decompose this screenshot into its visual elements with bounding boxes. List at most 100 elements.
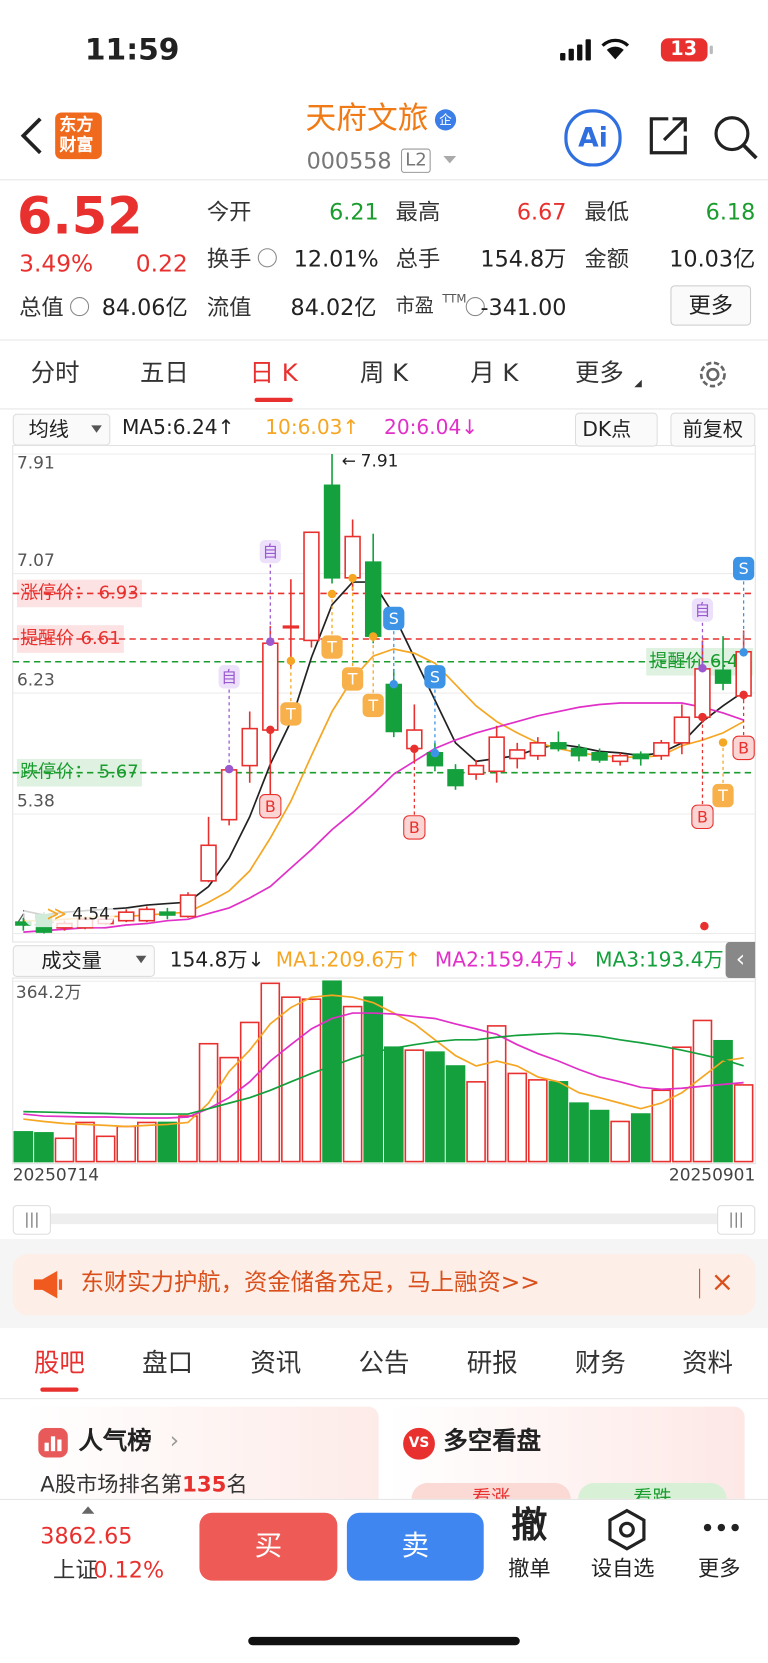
tab[interactable]: 五日: [140, 359, 189, 388]
volume-bar: [260, 982, 281, 1163]
signal-dot: [368, 632, 378, 641]
more-button[interactable]: 更多: [670, 285, 752, 326]
y-tick-label: 7.07: [17, 551, 55, 571]
rank-value: 135: [182, 1471, 227, 1497]
signal-badge: [383, 606, 405, 631]
volume-bar: [239, 1021, 260, 1163]
candle-body: [364, 561, 382, 637]
price-line-label: 提醒价 6.61: [16, 625, 124, 653]
y-tick-label: 364.2万: [16, 983, 82, 1003]
dk-button[interactable]: DK点: [574, 412, 658, 447]
signal-badge: [403, 815, 426, 840]
candle-body: [282, 625, 300, 629]
popularity-card[interactable]: [23, 1406, 379, 1513]
banner-separator: [699, 1268, 701, 1299]
settings-button[interactable]: [696, 357, 730, 391]
signal-badge: [732, 735, 755, 761]
dropdown-arrows: [91, 425, 102, 433]
tab-underline: [40, 1387, 79, 1392]
signal-label: S: [430, 667, 440, 686]
price: 6.52: [16, 186, 143, 247]
tab[interactable]: 周 K: [359, 359, 409, 388]
min-arrow: ≫: [47, 902, 67, 925]
section-tab[interactable]: 盘口: [142, 1348, 194, 1378]
signal-label: B: [697, 807, 708, 826]
volume-bar: [178, 1115, 198, 1163]
banner[interactable]: [12, 1253, 756, 1316]
signal-badge: [280, 702, 302, 726]
scroll-handle[interactable]: |||: [717, 1205, 756, 1235]
buy-button[interactable]: 买: [199, 1512, 338, 1581]
badge: 企: [434, 109, 457, 131]
volume-bar: [281, 996, 301, 1163]
volume-bar: [219, 1056, 239, 1163]
banner-close[interactable]: ×: [710, 1266, 734, 1299]
signal-label: T: [285, 704, 296, 723]
sell-button[interactable]: 卖: [346, 1512, 484, 1581]
change: 0.22: [135, 251, 188, 278]
candle-body: [509, 749, 526, 760]
rank-prefix: A股市场排名第: [40, 1471, 183, 1497]
label-bg: [16, 625, 124, 653]
candle-body: [344, 535, 361, 579]
tab[interactable]: 更多: [574, 359, 624, 388]
collapse-tab[interactable]: ‹: [725, 941, 756, 979]
section-tab[interactable]: 公告: [358, 1348, 410, 1378]
watch-label[interactable]: 设自选: [590, 1555, 655, 1581]
signal-dot: [430, 748, 440, 758]
candle-body: [735, 650, 752, 697]
candle-body: [159, 911, 176, 916]
ma-selector[interactable]: 均线: [12, 413, 111, 446]
more-icon[interactable]: [702, 1519, 740, 1536]
y-tick-label: 7.91: [17, 454, 55, 474]
cancel-icon[interactable]: 撤: [511, 1504, 548, 1547]
clock: 11:59: [84, 31, 180, 67]
scroll-handle[interactable]: |||: [12, 1205, 51, 1235]
candle-body: [591, 752, 608, 761]
signal-dot: [266, 725, 275, 735]
volume-bar: [95, 1135, 116, 1163]
divider: [0, 1398, 768, 1400]
volume-bar: [13, 1131, 34, 1163]
section-tab[interactable]: 研报: [466, 1348, 518, 1378]
tab[interactable]: 月 K: [470, 359, 519, 388]
field-label: 流值: [206, 294, 252, 321]
candle-body: [611, 754, 629, 763]
candle-body: [323, 484, 341, 579]
candle-body: [303, 531, 320, 642]
chevron: ›: [169, 1427, 180, 1455]
adjust-button[interactable]: 前复权: [670, 412, 756, 447]
section-tab[interactable]: 资料: [682, 1348, 734, 1378]
volume-bar: [116, 1125, 137, 1163]
section-tab[interactable]: 股吧: [33, 1348, 85, 1378]
signal-dot: [739, 690, 748, 700]
section-tab[interactable]: 资讯: [250, 1348, 302, 1378]
volume-bar: [672, 1046, 692, 1163]
signal-dot: [327, 589, 337, 599]
banner-text[interactable]: 东财实力护航，资金储备充足，马上融资>>: [80, 1269, 540, 1297]
volume-selector[interactable]: 成交量: [12, 945, 155, 977]
field-sup: TTM: [442, 291, 467, 306]
volume-bar: [157, 1121, 178, 1163]
candle-body: [200, 844, 217, 882]
watch-icon[interactable]: [606, 1508, 648, 1551]
price-line-label: 涨停价： 6.93: [16, 579, 142, 608]
candle-body: [241, 727, 258, 767]
field-label: 总值: [19, 294, 64, 321]
cancel-label[interactable]: 撤单: [508, 1555, 551, 1581]
change-pct: 3.49%: [19, 251, 94, 278]
section-tab[interactable]: 财务: [574, 1348, 626, 1378]
index-name: 上证: [53, 1557, 98, 1583]
volume-bar: [630, 1113, 651, 1163]
tab[interactable]: 分时: [30, 359, 80, 388]
search-button[interactable]: [711, 112, 762, 163]
back-button[interactable]: [15, 115, 47, 157]
ai-button[interactable]: Ai: [564, 109, 622, 167]
signal-badge: [712, 783, 734, 808]
tab[interactable]: 日 K: [249, 359, 298, 388]
share-button[interactable]: [645, 112, 692, 159]
volume-bar: [322, 980, 342, 1163]
legend-entry: MA2:159.4万↓: [435, 948, 580, 972]
more-label[interactable]: 更多: [698, 1555, 741, 1581]
y-tick-label: 5.38: [17, 791, 55, 811]
